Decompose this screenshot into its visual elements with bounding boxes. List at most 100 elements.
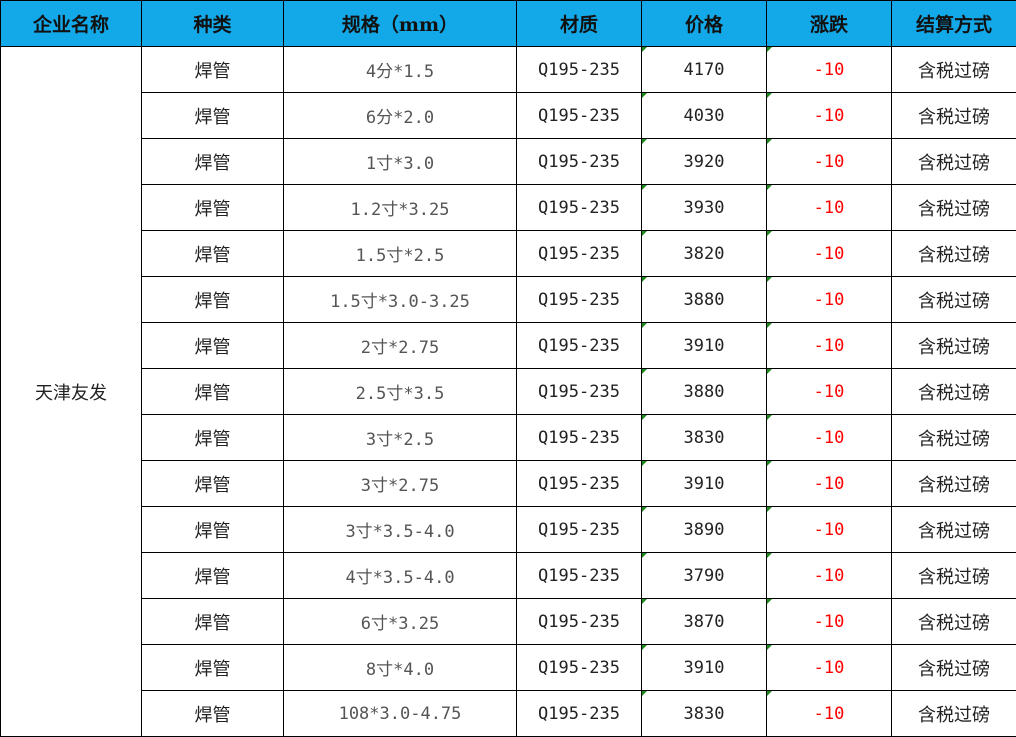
material-cell: Q195-235 [516, 552, 642, 599]
table-row: 焊管 2.5寸*3.5 Q195-235 3880 -10 含税过磅 [1, 368, 1016, 415]
table-row: 焊管 6寸*3.25 Q195-235 3870 -10 含税过磅 [1, 598, 1016, 645]
table-row: 焊管 3寸*3.5-4.0 Q195-235 3890 -10 含税过磅 [1, 506, 1016, 553]
settlement-cell: 含税过磅 [891, 322, 1016, 369]
type-cell: 焊管 [141, 322, 284, 369]
price-cell: 3870 [641, 598, 767, 645]
header-row: 企业名称 种类 规格（mm） 材质 价格 涨跌 结算方式 [0, 0, 1016, 47]
header-company: 企业名称 [0, 0, 142, 47]
material-cell: Q195-235 [516, 322, 642, 369]
type-cell: 焊管 [141, 414, 284, 461]
material-cell: Q195-235 [516, 368, 642, 415]
table-row: 焊管 3寸*2.75 Q195-235 3910 -10 含税过磅 [1, 460, 1016, 507]
settlement-cell: 含税过磅 [891, 460, 1016, 507]
type-cell: 焊管 [141, 92, 284, 139]
table-row: 焊管 2寸*2.75 Q195-235 3910 -10 含税过磅 [1, 322, 1016, 369]
price-cell: 3790 [641, 552, 767, 599]
change-cell: -10 [766, 138, 892, 185]
change-cell: -10 [766, 414, 892, 461]
change-cell: -10 [766, 690, 892, 737]
spec-cell: 2寸*2.75 [283, 322, 517, 369]
spec-cell: 3寸*3.5-4.0 [283, 506, 517, 553]
change-cell: -10 [766, 322, 892, 369]
type-cell: 焊管 [141, 552, 284, 599]
table-row: 天津友发 焊管 4分*1.5 Q195-235 4170 -10 含税过磅 [0, 46, 1016, 737]
spec-cell: 3寸*2.5 [283, 414, 517, 461]
type-cell: 焊管 [141, 184, 284, 231]
type-cell: 焊管 [141, 368, 284, 415]
settlement-cell: 含税过磅 [891, 184, 1016, 231]
price-cell: 3890 [641, 506, 767, 553]
settlement-cell: 含税过磅 [891, 230, 1016, 277]
price-cell: 4030 [641, 92, 767, 139]
change-cell: -10 [766, 598, 892, 645]
settlement-cell: 含税过磅 [891, 276, 1016, 323]
material-cell: Q195-235 [516, 460, 642, 507]
material-cell: Q195-235 [516, 92, 642, 139]
change-cell: -10 [766, 368, 892, 415]
settlement-cell: 含税过磅 [891, 414, 1016, 461]
settlement-cell: 含税过磅 [891, 46, 1016, 93]
price-cell: 3880 [641, 368, 767, 415]
settlement-cell: 含税过磅 [891, 506, 1016, 553]
table-row: 焊管 108*3.0-4.75 Q195-235 3830 -10 含税过磅 [1, 690, 1016, 737]
settlement-cell: 含税过磅 [891, 138, 1016, 185]
spec-cell: 4分*1.5 [283, 46, 517, 93]
change-cell: -10 [766, 230, 892, 277]
price-cell: 3830 [641, 690, 767, 737]
header-settlement: 结算方式 [891, 0, 1016, 47]
spec-cell: 1.5寸*3.0-3.25 [283, 276, 517, 323]
type-cell: 焊管 [141, 644, 284, 691]
price-cell: 3880 [641, 276, 767, 323]
spec-cell: 4寸*3.5-4.0 [283, 552, 517, 599]
table-row: 焊管 1.2寸*3.25 Q195-235 3930 -10 含税过磅 [1, 184, 1016, 231]
change-cell: -10 [766, 506, 892, 553]
price-cell: 3910 [641, 322, 767, 369]
change-cell: -10 [766, 276, 892, 323]
change-cell: -10 [766, 552, 892, 599]
settlement-cell: 含税过磅 [891, 644, 1016, 691]
table-row: 焊管 1.5寸*3.0-3.25 Q195-235 3880 -10 含税过磅 [1, 276, 1016, 323]
settlement-cell: 含税过磅 [891, 690, 1016, 737]
settlement-cell: 含税过磅 [891, 368, 1016, 415]
price-cell: 3910 [641, 644, 767, 691]
material-cell: Q195-235 [516, 506, 642, 553]
type-cell: 焊管 [141, 598, 284, 645]
settlement-cell: 含税过磅 [891, 92, 1016, 139]
settlement-cell: 含税过磅 [891, 598, 1016, 645]
type-cell: 焊管 [141, 138, 284, 185]
type-cell: 焊管 [141, 690, 284, 737]
spec-cell: 1寸*3.0 [283, 138, 517, 185]
change-cell: -10 [766, 46, 892, 93]
settlement-cell: 含税过磅 [891, 552, 1016, 599]
material-cell: Q195-235 [516, 690, 642, 737]
price-cell: 3820 [641, 230, 767, 277]
material-cell: Q195-235 [516, 598, 642, 645]
spec-cell: 1.2寸*3.25 [283, 184, 517, 231]
spec-cell: 1.5寸*2.5 [283, 230, 517, 277]
price-cell: 3930 [641, 184, 767, 231]
type-cell: 焊管 [141, 460, 284, 507]
type-cell: 焊管 [141, 276, 284, 323]
material-cell: Q195-235 [516, 644, 642, 691]
table-row: 焊管 6分*2.0 Q195-235 4030 -10 含税过磅 [1, 92, 1016, 139]
spec-cell: 2.5寸*3.5 [283, 368, 517, 415]
material-cell: Q195-235 [516, 414, 642, 461]
material-cell: Q195-235 [516, 184, 642, 231]
material-cell: Q195-235 [516, 230, 642, 277]
company-cell: 天津友发 [0, 46, 142, 737]
price-cell: 4170 [641, 46, 767, 93]
material-cell: Q195-235 [516, 138, 642, 185]
price-cell: 3830 [641, 414, 767, 461]
change-cell: -10 [766, 460, 892, 507]
header-change: 涨跌 [766, 0, 892, 47]
spec-cell: 6寸*3.25 [283, 598, 517, 645]
spec-cell: 6分*2.0 [283, 92, 517, 139]
table-row: 焊管 1.5寸*2.5 Q195-235 3820 -10 含税过磅 [1, 230, 1016, 277]
table-row: 焊管 8寸*4.0 Q195-235 3910 -10 含税过磅 [1, 644, 1016, 691]
spec-cell: 3寸*2.75 [283, 460, 517, 507]
table-row: 焊管 3寸*2.5 Q195-235 3830 -10 含税过磅 [1, 414, 1016, 461]
type-cell: 焊管 [141, 230, 284, 277]
spec-cell: 108*3.0-4.75 [283, 690, 517, 737]
change-cell: -10 [766, 644, 892, 691]
